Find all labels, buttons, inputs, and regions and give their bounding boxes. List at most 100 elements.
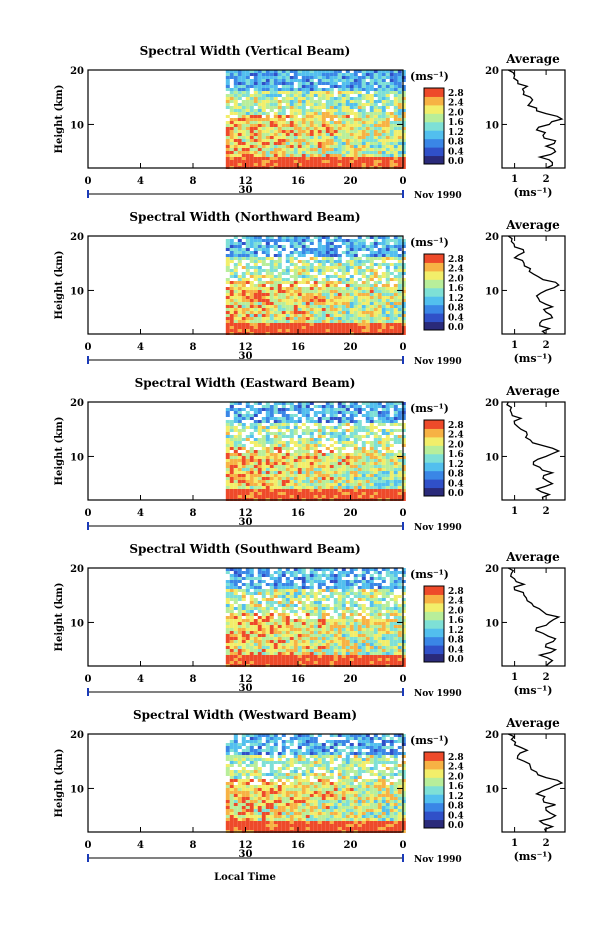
y-axis-label: Height (km) [54, 583, 65, 652]
colorbar-tick-label: 0.8 [448, 636, 464, 646]
colorbar-swatch [424, 271, 444, 280]
colorbar-tick-label: 0.4 [448, 811, 464, 821]
date-marker: 30 [239, 683, 253, 694]
colorbar-tick-label: 0.8 [448, 138, 464, 148]
profile-y-tick-label: 20 [485, 564, 499, 575]
profile-x-label: (ms⁻¹) [514, 352, 553, 365]
colorbar-tick-label: 2.8 [448, 587, 464, 597]
profile-frame [502, 568, 565, 666]
profile-frame [502, 236, 565, 334]
x-tick-label: 0 [400, 342, 407, 353]
colorbar-swatch [424, 279, 444, 288]
colorbar-swatch [424, 296, 444, 305]
y-axis-label: Height (km) [54, 85, 65, 154]
colorbar-tick-label: 1.2 [448, 460, 464, 470]
profile-x-tick-label: 2 [543, 506, 550, 517]
colorbar-tick-label: 1.2 [448, 792, 464, 802]
colorbar-tick-label: 1.6 [448, 782, 464, 792]
colorbar-unit: (ms⁻¹) [410, 568, 449, 581]
colorbar-swatch [424, 428, 444, 437]
colorbar-swatch [424, 113, 444, 122]
colorbar-tick-label: 0.4 [448, 479, 464, 489]
colorbar-tick-label: 2.8 [448, 421, 464, 431]
heatmap-cells [226, 402, 406, 501]
profile-y-tick-label: 20 [485, 730, 499, 741]
panel-title: Spectral Width (Vertical Beam) [140, 44, 351, 58]
profile-y-tick-label: 10 [485, 784, 499, 795]
profile-y-tick-label: 20 [485, 66, 499, 77]
panel-2: Spectral Width (Eastward Beam)Height (km… [54, 376, 565, 533]
date-marker: 30 [239, 185, 253, 196]
colorbar-tick-label: 0.4 [448, 645, 464, 655]
colorbar-swatch [424, 803, 444, 812]
colorbar-tick-label: 2.4 [448, 597, 464, 607]
date-marker: 30 [239, 849, 253, 860]
x-tick-label: 8 [190, 176, 197, 187]
y-tick-label: 10 [70, 452, 84, 463]
colorbar-swatch [424, 479, 444, 488]
profile-x-label: (ms⁻¹) [514, 850, 553, 863]
colorbar-tick-label: 2.8 [448, 255, 464, 265]
colorbar-tick-label: 1.2 [448, 294, 464, 304]
y-tick-label: 10 [70, 286, 84, 297]
colorbar-swatch [424, 820, 444, 829]
x-tick-label: 0 [85, 674, 92, 685]
colorbar-tick-label: 2.0 [448, 772, 464, 782]
colorbar-swatch [424, 156, 444, 165]
date-marker: 30 [239, 517, 253, 528]
x-tick-label: 16 [291, 840, 305, 851]
heatmap-cells [226, 70, 406, 169]
colorbar-tick-label: 0.4 [448, 313, 464, 323]
colorbar-swatch [424, 262, 444, 271]
x-tick-label: 4 [137, 176, 144, 187]
colorbar-unit: (ms⁻¹) [410, 70, 449, 83]
colorbar-swatch [424, 760, 444, 769]
colorbar-swatch [424, 445, 444, 454]
panel-title: Spectral Width (Northward Beam) [129, 210, 360, 224]
colorbar-swatch [424, 594, 444, 603]
colorbar-tick-label: 2.4 [448, 99, 464, 109]
y-tick-label: 10 [70, 120, 84, 131]
x-tick-label: 8 [190, 674, 197, 685]
profile-line [508, 734, 562, 832]
y-axis-label: Height (km) [54, 251, 65, 320]
colorbar-tick-label: 2.0 [448, 108, 464, 118]
x-tick-label: 16 [291, 674, 305, 685]
panel-1: Spectral Width (Northward Beam) Height (k… [54, 210, 565, 367]
colorbar-swatch [424, 637, 444, 646]
profile-y-tick-label: 10 [485, 286, 499, 297]
profile-y-tick-label: 20 [485, 398, 499, 409]
colorbar-swatch [424, 322, 444, 331]
colorbar-swatch [424, 147, 444, 156]
colorbar-unit: (ms⁻¹) [410, 402, 449, 415]
colorbar-swatch [424, 620, 444, 629]
x-tick-label: 0 [85, 176, 92, 187]
colorbar-swatch [424, 586, 444, 595]
panel-0: Spectral Width (Vertical Beam) Height (km… [54, 44, 565, 201]
profile-frame [502, 734, 565, 832]
panel-4: Spectral Width (Westward Beam)Height (km… [54, 708, 565, 865]
x-tick-label: 20 [344, 342, 358, 353]
colorbar-tick-label: 1.6 [448, 284, 464, 294]
colorbar-swatch [424, 437, 444, 446]
colorbar-swatch [424, 105, 444, 114]
profile-x-tick-label: 2 [543, 174, 550, 185]
colorbar-swatch [424, 96, 444, 105]
profile-line [507, 402, 559, 500]
colorbar-tick-label: 2.0 [448, 606, 464, 616]
colorbar-swatch [424, 254, 444, 263]
x-tick-label: 4 [137, 674, 144, 685]
colorbar-unit: (ms⁻¹) [410, 236, 449, 249]
colorbar-swatch [424, 611, 444, 620]
heatmap-cells [226, 568, 406, 667]
colorbar-swatch [424, 130, 444, 139]
y-tick-label: 20 [70, 232, 84, 243]
colorbar-tick-label: 1.6 [448, 118, 464, 128]
profile-line [508, 568, 558, 666]
x-tick-label: 4 [137, 840, 144, 851]
colorbar-swatch [424, 794, 444, 803]
colorbar-swatch [424, 88, 444, 97]
colorbar-swatch [424, 777, 444, 786]
y-axis-label: Height (km) [54, 749, 65, 818]
